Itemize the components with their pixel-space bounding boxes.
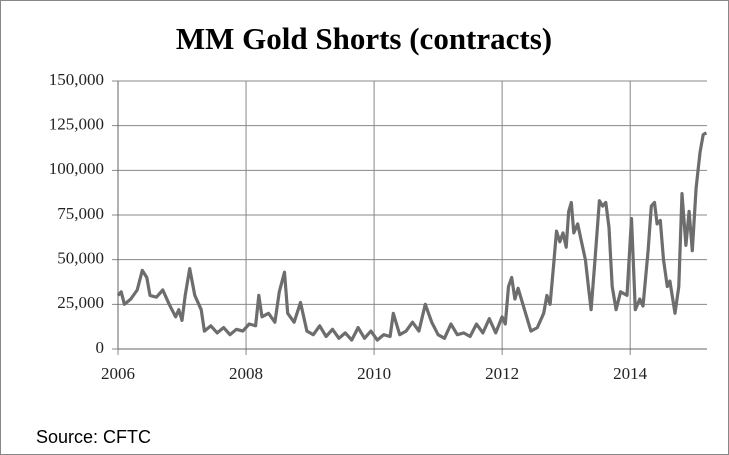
y-tick-label: 150,000 [49,70,104,89]
y-tick-label: 75,000 [57,204,104,223]
x-tick-label: 2010 [357,364,391,383]
y-tick-label: 125,000 [49,115,104,134]
x-tick-label: 2012 [485,364,519,383]
y-tick-label: 50,000 [57,249,104,268]
y-tick-label: 100,000 [49,159,104,178]
y-tick-label: 0 [96,338,105,357]
data-line [116,131,708,342]
x-tick-label: 2008 [229,364,263,383]
source-note: Source: CFTC [36,427,151,447]
y-tick-label: 25,000 [57,293,104,312]
chart-title: MM Gold Shorts (contracts) [176,21,552,56]
x-tick-label: 2014 [613,364,648,383]
x-tick-label: 2006 [101,364,135,383]
